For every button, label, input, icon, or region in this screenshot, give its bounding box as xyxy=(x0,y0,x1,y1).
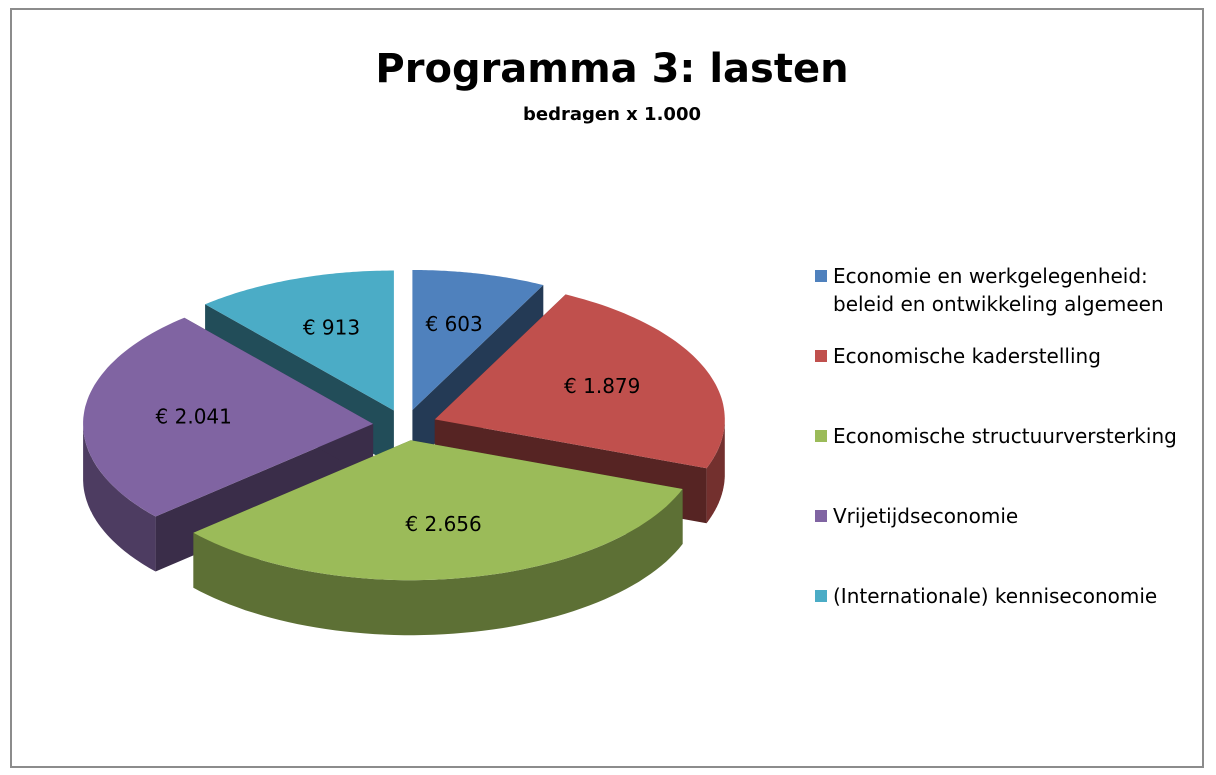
chart-subtitle: bedragen x 1.000 xyxy=(523,104,701,125)
slice xyxy=(412,270,544,410)
slice xyxy=(83,317,374,517)
legend-label: Vrijetijdseconomie xyxy=(833,504,1019,528)
value-label: € 603 xyxy=(425,312,482,336)
legend-label: Economische structuurversterking xyxy=(833,424,1177,448)
value-label: € 2.041 xyxy=(156,404,232,428)
legend-item: (Internationale) kenniseconomie xyxy=(815,582,1200,662)
legend-swatch xyxy=(815,270,827,282)
slice-side xyxy=(706,419,725,524)
chart-title: Programma 3: lasten xyxy=(375,46,848,92)
legend-item: Vrijetijdseconomie xyxy=(815,502,1200,582)
legend-swatch xyxy=(815,350,827,362)
legend-label: (Internationale) kenniseconomie xyxy=(833,584,1158,608)
slice xyxy=(205,270,394,411)
legend-label: Economische kaderstelling xyxy=(833,344,1101,368)
legend-swatch xyxy=(815,430,827,442)
legend: Economie en werkgelegenheid: beleid en o… xyxy=(815,262,1200,662)
value-label: € 2.656 xyxy=(405,512,481,536)
legend-swatch xyxy=(815,590,827,602)
slice-side xyxy=(193,489,683,636)
slice xyxy=(193,440,683,581)
legend-item: Economische structuurversterking xyxy=(815,422,1200,502)
legend-item: Economische kaderstelling xyxy=(815,342,1200,422)
legend-item: Economie en werkgelegenheid: beleid en o… xyxy=(815,262,1200,342)
slice-side xyxy=(83,423,156,572)
value-label: € 1.879 xyxy=(564,374,640,398)
legend-swatch xyxy=(815,510,827,522)
slice xyxy=(434,294,725,469)
legend-label: Economie en werkgelegenheid: beleid en o… xyxy=(833,264,1164,316)
value-label: € 913 xyxy=(303,316,360,340)
